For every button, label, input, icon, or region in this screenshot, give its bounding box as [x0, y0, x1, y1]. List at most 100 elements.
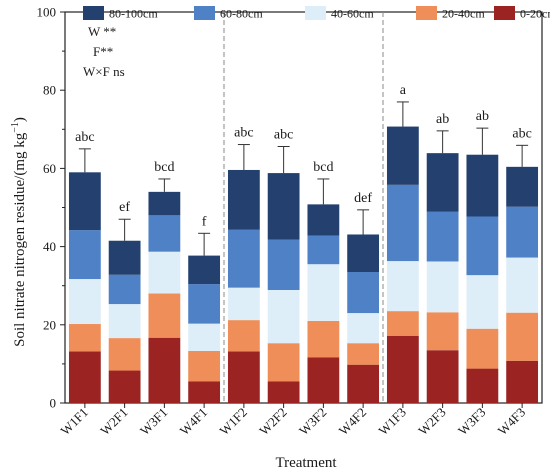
bar-segment-60-80cm-W3F3 — [466, 216, 499, 276]
bar-segment-80-100cm-W2F2 — [267, 173, 300, 240]
significance-letter-W1F1: abc — [75, 130, 94, 145]
group-separators — [223, 12, 384, 403]
significance-letter-W3F2: bcd — [313, 160, 333, 175]
bar-segment-80-100cm-W4F2 — [347, 234, 380, 273]
bar-segment-40-60cm-W4F1 — [188, 323, 221, 351]
legend: 80-100cm 60-80cm 40-60cm 20-40cm 0-20cm — [83, 6, 550, 21]
x-tick-label-W4F1: W4F1 — [177, 405, 211, 439]
bar-segment-20-40cm-W4F1 — [188, 350, 221, 382]
x-tick-label-W2F2: W2F2 — [256, 405, 290, 439]
bar-segment-80-100cm-W3F2 — [307, 204, 340, 236]
bar-segment-60-80cm-W2F1 — [108, 274, 141, 305]
bar-segment-0-20cm-W1F3 — [386, 335, 419, 403]
x-tick-label-W1F1: W1F1 — [57, 405, 91, 439]
bar-segment-0-20cm-W3F1 — [148, 337, 181, 403]
stat-annotation: W ** — [88, 24, 116, 39]
bar-segment-0-20cm-W3F3 — [466, 368, 499, 403]
bar-segment-60-80cm-W4F1 — [188, 284, 221, 324]
bar-segment-60-80cm-W2F3 — [426, 211, 459, 262]
bar-segment-0-20cm-W2F3 — [426, 350, 459, 403]
legend-swatch-40-60cm — [305, 6, 326, 20]
y-tick-label: 100 — [37, 5, 57, 20]
bar-segment-0-20cm-W1F1 — [68, 351, 101, 403]
bar-segment-80-100cm-W2F3 — [426, 153, 459, 212]
bar-segment-20-40cm-W1F3 — [386, 311, 419, 336]
bar-segment-40-60cm-W3F3 — [466, 275, 499, 329]
bar-segment-40-60cm-W3F1 — [148, 251, 181, 294]
y-tick-label: 80 — [43, 83, 56, 98]
bar-segment-80-100cm-W1F1 — [68, 172, 101, 231]
bar-segment-20-40cm-W1F1 — [68, 324, 101, 352]
legend-label-60-80cm: 60-80cm — [220, 7, 263, 21]
error-bars-layer — [78, 101, 529, 256]
bar-segment-80-100cm-W4F1 — [188, 255, 221, 285]
bar-segment-60-80cm-W1F1 — [68, 230, 101, 280]
bar-segment-80-100cm-W3F3 — [466, 154, 499, 217]
y-axis-title-close: ) — [12, 117, 28, 122]
y-axis-title: Soil nitrate nitrogen residue/(mg kg−1) — [10, 117, 28, 347]
bar-segment-80-100cm-W2F1 — [108, 240, 141, 275]
bar-segment-20-40cm-W3F3 — [466, 328, 499, 369]
legend-swatch-60-80cm — [194, 6, 215, 20]
significance-letter-W2F3: ab — [436, 112, 449, 127]
significance-letter-W4F3: abc — [512, 126, 531, 141]
bar-segment-40-60cm-W2F2 — [267, 290, 300, 344]
x-axis-title: Treatment — [275, 455, 337, 471]
bar-segment-20-40cm-W2F3 — [426, 312, 459, 351]
legend-label-80-100cm: 80-100cm — [109, 7, 158, 21]
bars-layer — [68, 126, 539, 403]
bar-segment-0-20cm-W2F1 — [108, 370, 141, 403]
bar-segment-80-100cm-W3F1 — [148, 191, 181, 216]
bar-segment-20-40cm-W3F2 — [307, 320, 340, 358]
x-tick-label-W2F1: W2F1 — [97, 405, 131, 439]
bar-segment-60-80cm-W4F3 — [506, 206, 539, 258]
x-tick-label-W4F2: W4F2 — [336, 405, 370, 439]
bar-segment-60-80cm-W2F2 — [267, 239, 300, 291]
x-tick-label-W3F1: W3F1 — [137, 405, 171, 439]
y-axis-title-superscript: −1 — [10, 122, 21, 133]
x-tick-label-W4F3: W4F3 — [495, 405, 529, 439]
bar-segment-40-60cm-W2F3 — [426, 261, 459, 313]
y-axis-title-main: Soil nitrate nitrogen residue/(mg kg — [12, 132, 28, 347]
bar-segment-0-20cm-W4F3 — [506, 360, 539, 403]
significance-letter-W3F1: bcd — [154, 160, 174, 175]
bar-segment-40-60cm-W4F2 — [347, 313, 380, 344]
significance-letter-W2F2: abc — [274, 128, 293, 143]
y-axis: 0 20 40 60 80 100 — [37, 5, 65, 411]
significance-letter-W2F1: ef — [119, 200, 130, 215]
bar-segment-0-20cm-W3F2 — [307, 357, 340, 403]
bar-segment-80-100cm-W1F3 — [386, 126, 419, 185]
bar-segment-40-60cm-W2F1 — [108, 304, 141, 339]
legend-swatch-80-100cm — [83, 6, 104, 20]
bar-segment-40-60cm-W3F2 — [307, 264, 340, 321]
significance-letter-W4F1: f — [202, 214, 207, 229]
stat-annotation: F** — [93, 44, 113, 59]
bar-segment-40-60cm-W1F3 — [386, 261, 419, 312]
bar-segment-20-40cm-W2F2 — [267, 343, 300, 382]
bar-segment-20-40cm-W1F2 — [227, 320, 260, 352]
bar-segment-20-40cm-W4F2 — [347, 343, 380, 365]
bar-segment-80-100cm-W4F3 — [506, 166, 539, 207]
legend-label-20-40cm: 20-40cm — [442, 7, 485, 21]
legend-label-0-20cm: 0-20cm — [520, 7, 550, 21]
x-tick-label-W1F2: W1F2 — [216, 405, 250, 439]
bar-segment-0-20cm-W1F2 — [227, 351, 260, 403]
bar-segment-40-60cm-W4F3 — [506, 257, 539, 313]
bar-segment-60-80cm-W1F3 — [386, 184, 419, 262]
bar-segment-20-40cm-W3F1 — [148, 293, 181, 338]
stat-annotation: W×F ns — [83, 64, 125, 79]
bar-segment-60-80cm-W1F2 — [227, 229, 260, 288]
bar-segment-60-80cm-W3F1 — [148, 215, 181, 252]
legend-swatch-20-40cm — [416, 6, 437, 20]
x-tick-label-W3F3: W3F3 — [455, 405, 489, 439]
significance-letter-W1F3: a — [400, 83, 407, 98]
y-tick-label: 40 — [43, 239, 56, 254]
bar-segment-0-20cm-W4F1 — [188, 381, 221, 403]
bar-segment-0-20cm-W2F2 — [267, 381, 300, 403]
significance-letters-layer: abc ef bcd f abc abc bcd def a ab ab abc — [75, 83, 532, 229]
bar-segment-40-60cm-W1F2 — [227, 287, 260, 321]
statistics-annotations: W ** F** W×F ns — [83, 24, 125, 79]
legend-swatch-0-20cm — [494, 6, 515, 20]
bar-segment-0-20cm-W4F2 — [347, 364, 380, 403]
